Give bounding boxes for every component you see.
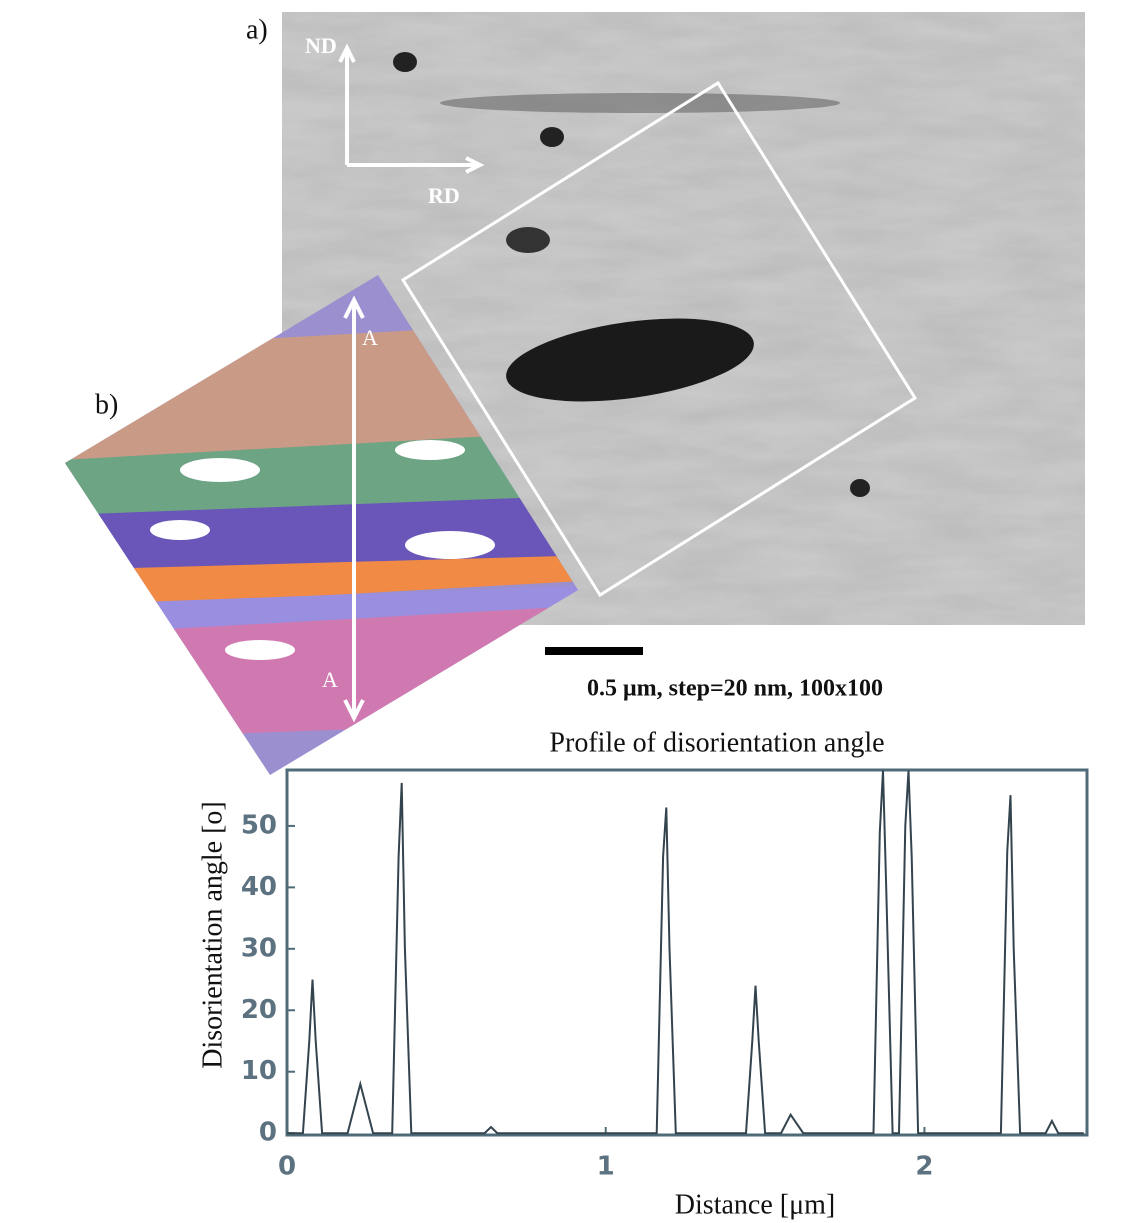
y-tick-label: 0 (259, 1118, 277, 1148)
y-tick-label: 20 (241, 995, 277, 1025)
panel-label: a) (246, 14, 268, 45)
y-tick-label: 50 (241, 810, 277, 840)
chart-title: Profile of disorientation angle (549, 727, 884, 758)
panel-label: b) (95, 389, 118, 420)
line-label: A (322, 667, 338, 692)
y-tick-label: 40 (241, 872, 277, 902)
line-label: A (362, 325, 378, 350)
figure: ND RD a) A A b) 0.5 μm, step=20 nm, 100x… (0, 0, 1135, 1223)
nd-label: ND (305, 33, 337, 58)
rd-label: RD (428, 183, 460, 208)
x-tick-label: 2 (915, 1152, 933, 1182)
y-axis-label: Disorientation angle [o] (197, 801, 228, 1068)
y-tick-label: 30 (241, 933, 277, 963)
page: ND RD a) A A b) 0.5 μm, step=20 nm, 100x… (0, 0, 1135, 1223)
scale-caption: 0.5 μm, step=20 nm, 100x100 (587, 676, 883, 702)
plot-frame (287, 770, 1087, 1135)
x-tick-label: 1 (597, 1152, 615, 1182)
data-line (287, 771, 1084, 1134)
x-axis-label: Distance [μm] (675, 1189, 835, 1220)
y-tick-label: 10 (241, 1056, 277, 1086)
x-tick-label: 0 (278, 1152, 296, 1182)
scale-bar (545, 647, 643, 655)
